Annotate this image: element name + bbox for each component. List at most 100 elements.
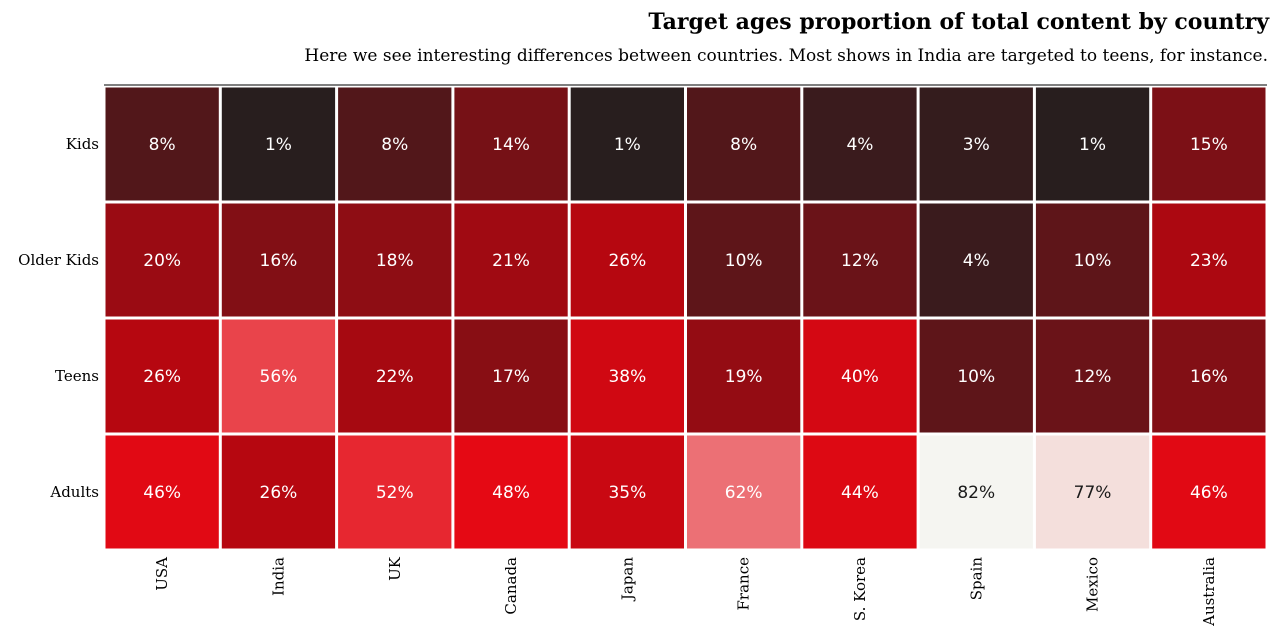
column-tick-label: Mexico [1084,557,1102,612]
row-tick-label: Older Kids [18,251,99,269]
cell-value-label: 8% [149,135,176,155]
cell-value-label: 38% [608,367,646,387]
heatmap-cell [687,319,801,433]
heatmap-cell [1035,319,1150,433]
cell-value-label: 46% [1190,483,1228,503]
cell-value-label: 26% [143,367,181,387]
heatmap-cell [1152,87,1266,201]
cell-value-label: 35% [608,483,646,503]
cell-value-label: 8% [730,135,757,155]
cell-value-label: 16% [1190,367,1228,387]
heatmap-cell [687,435,801,549]
cell-value-label: 12% [841,251,879,271]
cell-value-label: 77% [1074,483,1112,503]
column-tick-label: Spain [967,557,985,601]
heatmap-cell [803,87,917,201]
cell-value-label: 4% [963,251,990,271]
column-tick-label: Australia [1200,557,1218,627]
cell-value-label: 18% [376,251,414,271]
heatmap-cell [919,87,1033,201]
cell-value-label: 17% [492,367,530,387]
cell-value-label: 46% [143,483,181,503]
heatmap-cell [803,203,917,317]
heatmap-cell [803,319,917,433]
heatmap-cell [1035,87,1150,201]
column-tick-label: USA [153,557,171,591]
cell-value-label: 10% [1074,251,1112,271]
cell-value-label: 23% [1190,251,1228,271]
row-tick-label: Teens [55,367,99,385]
heatmap-cell [454,319,568,433]
heatmap-cell [570,87,684,201]
cell-value-label: 26% [260,483,298,503]
column-tick-label: Canada [502,557,520,615]
chart-subtitle: Here we see interesting differences betw… [304,46,1268,66]
cell-value-label: 3% [963,135,990,155]
row-labels: Kids Older Kids Teens Adults [18,135,99,501]
heatmap-cell [570,435,684,549]
heatmap-cell [105,319,219,433]
cell-value-label: 62% [725,483,763,503]
heatmap-cell [221,203,336,317]
heatmap-cell [338,87,452,201]
cell-value-label: 48% [492,483,530,503]
heatmap-cells: 8% 1% 8% 14% 1% 8% 4% 3% 1% 15% 20% 16% 18% 21% 26% 10%… [105,87,1266,549]
column-tick-label: France [735,557,753,611]
heatmap-cell [1035,203,1150,317]
heatmap-cell [687,203,801,317]
heatmap-cell [105,203,219,317]
heatmap-cell [1152,435,1266,549]
column-tick-label: India [269,557,287,596]
cell-value-label: 40% [841,367,879,387]
row-tick-label: Adults [49,483,99,501]
cell-value-label: 19% [725,367,763,387]
cell-value-label: 1% [614,135,641,155]
heatmap-cell [570,319,684,433]
cell-value-label: 10% [725,251,763,271]
cell-value-label: 26% [608,251,646,271]
heatmap-cell [105,87,219,201]
heatmap-cell [454,203,568,317]
cell-value-label: 1% [1079,135,1106,155]
heatmap-cell [454,87,568,201]
cell-value-label: 1% [265,135,292,155]
heatmap-cell [919,203,1033,317]
cell-value-label: 52% [376,483,414,503]
column-tick-label: UK [386,556,404,581]
cell-value-label: 10% [957,367,995,387]
heatmap-cell [687,87,801,201]
row-tick-label: Kids [66,135,99,153]
heatmap-cell [1035,435,1150,549]
column-labels: USA India UK Canada Japan France S. Korea Spain… [153,556,1218,627]
cell-value-label: 16% [260,251,298,271]
heatmap-cell [105,435,219,549]
heatmap-cell [919,435,1033,549]
cell-value-label: 12% [1074,367,1112,387]
chart-title: Target ages proportion of total content … [648,9,1270,35]
cell-value-label: 4% [846,135,873,155]
heatmap-cell [338,319,452,433]
cell-value-label: 56% [260,367,298,387]
heatmap-cell [919,319,1033,433]
column-tick-label: Japan [618,557,636,603]
heatmap-cell [570,203,684,317]
cell-value-label: 22% [376,367,414,387]
column-tick-label: S. Korea [851,557,869,621]
heatmap-cell [338,203,452,317]
heatmap-cell [1152,319,1266,433]
heatmap-cell [221,319,336,433]
cell-value-label: 14% [492,135,530,155]
cell-value-label: 21% [492,251,530,271]
cell-value-label: 8% [381,135,408,155]
cell-value-label: 15% [1190,135,1228,155]
heatmap-cell [803,435,917,549]
cell-value-label: 20% [143,251,181,271]
heatmap-cell [1152,203,1266,317]
cell-value-label: 82% [957,483,995,503]
heatmap-cell [221,87,336,201]
heatmap-cell [221,435,336,549]
heatmap-cell [454,435,568,549]
cell-value-label: 44% [841,483,879,503]
heatmap-cell [338,435,452,549]
